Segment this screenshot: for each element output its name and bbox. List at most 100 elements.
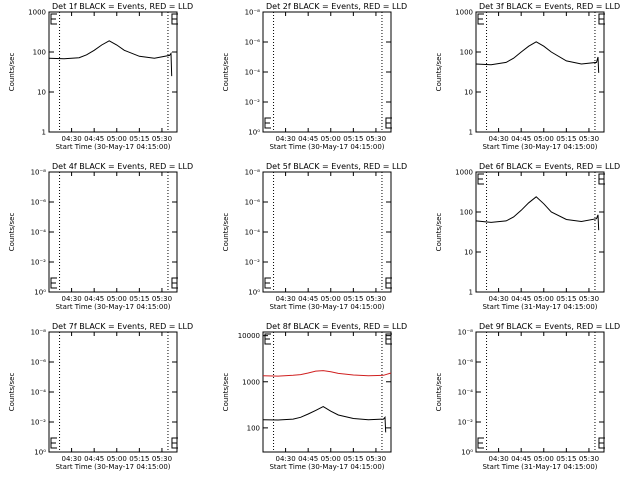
x-tick-label: 04:45 — [84, 455, 104, 463]
edge-marker — [171, 437, 178, 449]
x-axis-label: Start Time (30-May-17 04:15:00) — [55, 143, 170, 151]
x-tick-label: 04:45 — [511, 295, 531, 303]
y-tick-label: 1000 — [242, 378, 260, 386]
y-axis-label: Counts/sec — [222, 53, 230, 92]
y-tick-label: 1000 — [455, 9, 473, 17]
y-tick-label: 10⁻⁸ — [245, 9, 261, 17]
x-tick-label: 04:45 — [84, 135, 104, 143]
panel-7: Det 7f BLACK = Events, RED = LLD 04:30 04:… — [8, 322, 193, 471]
y-tick-label: 10⁻⁸ — [245, 169, 261, 177]
y-tick-label: 10 — [464, 249, 473, 257]
y-tick-label: 10 — [464, 89, 473, 97]
plot-frame — [48, 331, 178, 453]
edge-marker — [171, 13, 178, 25]
y-axis-label: Counts/sec — [222, 373, 230, 412]
x-tick-label: 05:30 — [152, 295, 172, 303]
edge-marker — [264, 333, 271, 345]
y-tick-label: 10⁰ — [34, 449, 46, 457]
x-tick-label: 04:30 — [275, 455, 295, 463]
y-tick-label: 10⁰ — [248, 129, 260, 137]
plot-frame — [475, 11, 605, 133]
y-tick-label: 10⁻² — [245, 259, 261, 267]
x-tick-label: 05:15 — [129, 295, 149, 303]
y-axis-label: Counts/sec — [435, 53, 443, 92]
y-tick-label: 1 — [469, 289, 473, 297]
x-tick-label: 05:00 — [107, 135, 127, 143]
y-tick-label: 10⁰ — [461, 449, 473, 457]
x-tick-label: 04:30 — [488, 455, 508, 463]
panel-4: Det 4f BLACK = Events, RED = LLD 04:30 04:… — [8, 162, 193, 311]
x-tick-label: 05:00 — [321, 135, 341, 143]
x-axis-label: Start Time (30-May-17 04:15:00) — [269, 143, 384, 151]
edge-marker — [477, 13, 484, 25]
edge-marker — [385, 333, 392, 345]
x-tick-label: 05:30 — [152, 455, 172, 463]
x-tick-label: 05:15 — [129, 455, 149, 463]
edge-marker — [385, 277, 392, 289]
panel-title: Det 6f BLACK = Events, RED = LLD — [479, 162, 620, 171]
y-tick-label: 10⁰ — [248, 289, 260, 297]
x-tick-label: 05:30 — [579, 135, 599, 143]
x-tick-label: 04:30 — [61, 135, 81, 143]
x-tick-label: 05:00 — [534, 295, 554, 303]
x-tick-label: 05:15 — [556, 135, 576, 143]
x-tick-label: 05:15 — [556, 455, 576, 463]
y-axis-label: Counts/sec — [8, 373, 16, 412]
y-axis-label: Counts/sec — [8, 53, 16, 92]
data-series-line — [475, 196, 600, 231]
y-tick-label: 10⁻⁸ — [31, 169, 47, 177]
y-tick-label: 1000 — [455, 169, 473, 177]
y-tick-label: 10⁻² — [245, 99, 261, 107]
x-axis-label: Start Time (30-May-17 04:15:00) — [269, 463, 384, 471]
x-tick-label: 05:15 — [343, 135, 363, 143]
x-tick-label: 05:00 — [107, 455, 127, 463]
y-tick-label: 10⁻⁶ — [31, 359, 47, 367]
data-series-line — [262, 370, 392, 377]
panel-title: Det 4f BLACK = Events, RED = LLD — [52, 162, 193, 171]
edge-marker — [598, 437, 605, 449]
x-axis-label: Start Time (30-May-17 04:15:00) — [269, 303, 384, 311]
y-axis-label: Counts/sec — [435, 373, 443, 412]
edge-marker — [598, 13, 605, 25]
x-tick-label: 05:30 — [579, 455, 599, 463]
x-axis-label: Start Time (30-May-17 04:15:00) — [55, 303, 170, 311]
x-tick-label: 05:00 — [321, 295, 341, 303]
x-tick-label: 05:00 — [534, 455, 554, 463]
x-tick-label: 05:00 — [534, 135, 554, 143]
x-tick-label: 04:30 — [488, 295, 508, 303]
y-tick-label: 10 — [37, 89, 46, 97]
edge-marker — [477, 437, 484, 449]
panel-title: Det 5f BLACK = Events, RED = LLD — [266, 162, 407, 171]
y-tick-label: 100 — [247, 424, 260, 432]
x-tick-label: 04:30 — [275, 295, 295, 303]
edge-marker — [264, 117, 271, 129]
plot-frame — [262, 171, 392, 293]
panel-title: Det 2f BLACK = Events, RED = LLD — [266, 2, 407, 11]
x-tick-label: 05:00 — [321, 455, 341, 463]
x-axis-label: Start Time (31-May-17 04:15:00) — [482, 303, 597, 311]
panel-title: Det 7f BLACK = Events, RED = LLD — [52, 322, 193, 331]
x-axis-label: Start Time (31-May-17 04:15:00) — [482, 463, 597, 471]
panel-title: Det 3f BLACK = Events, RED = LLD — [479, 2, 620, 11]
x-tick-label: 04:45 — [84, 295, 104, 303]
edge-marker — [477, 173, 484, 185]
x-tick-label: 04:30 — [488, 135, 508, 143]
edge-marker — [385, 117, 392, 129]
x-tick-label: 04:45 — [298, 455, 318, 463]
x-axis-label: Start Time (30-May-17 04:15:00) — [55, 463, 170, 471]
y-tick-label: 10⁻⁶ — [245, 199, 261, 207]
y-tick-label: 10⁻⁴ — [245, 229, 261, 237]
y-tick-label: 100 — [460, 209, 473, 217]
edge-marker — [50, 13, 57, 25]
x-tick-label: 05:15 — [343, 295, 363, 303]
plot-frame — [48, 171, 178, 293]
plot-frame — [262, 331, 392, 453]
y-tick-label: 10⁻⁴ — [31, 389, 47, 397]
panel-8: Det 8f BLACK = Events, RED = LLD 04:30 04:… — [222, 322, 407, 471]
x-tick-label: 05:15 — [129, 135, 149, 143]
y-tick-label: 10⁰ — [34, 289, 46, 297]
plot-frame — [475, 171, 605, 293]
x-tick-label: 05:15 — [556, 295, 576, 303]
panel-3: Det 3f BLACK = Events, RED = LLD 04:30 04:… — [435, 2, 620, 151]
edge-marker — [50, 277, 57, 289]
